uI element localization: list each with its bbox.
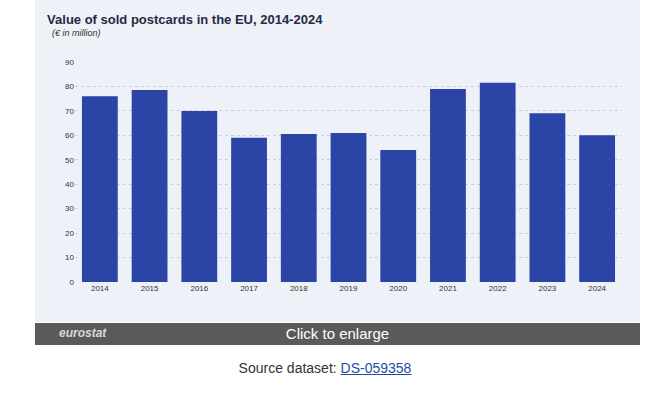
- html-text:eurostat: eurostat: [59, 326, 107, 340]
- svg-text:50: 50: [65, 156, 74, 165]
- svg-text:2014: 2014: [91, 284, 109, 293]
- svg-text:60: 60: [65, 131, 74, 140]
- svg-text:2017: 2017: [240, 284, 258, 293]
- svg-text:90: 90: [65, 58, 74, 67]
- svg-text:(€ in million): (€ in million): [52, 28, 101, 38]
- svg-text:2022: 2022: [489, 284, 507, 293]
- svg-text:40: 40: [65, 180, 74, 189]
- svg-text:70: 70: [65, 107, 74, 116]
- svg-text:Value of sold postcards in the: Value of sold postcards in the EU, 2014-…: [47, 12, 323, 27]
- svg-text:10: 10: [65, 253, 74, 262]
- svg-text:2020: 2020: [389, 284, 407, 293]
- svg-text:2024: 2024: [588, 284, 606, 293]
- svg-text:2018: 2018: [290, 284, 308, 293]
- svg-text:80: 80: [65, 82, 74, 91]
- html-text:Source dataset: DS-059358: Source dataset: DS-059358: [238, 360, 412, 376]
- html-text:Click to enlarge: Click to enlarge: [285, 325, 390, 342]
- svg-text:2023: 2023: [539, 284, 557, 293]
- svg-text:2019: 2019: [340, 284, 358, 293]
- svg-text:30: 30: [65, 204, 74, 213]
- svg-text:2015: 2015: [141, 284, 159, 293]
- svg-text:2016: 2016: [190, 284, 208, 293]
- svg-text:0: 0: [70, 278, 75, 287]
- svg-text:20: 20: [65, 229, 74, 238]
- svg-text:2021: 2021: [439, 284, 457, 293]
